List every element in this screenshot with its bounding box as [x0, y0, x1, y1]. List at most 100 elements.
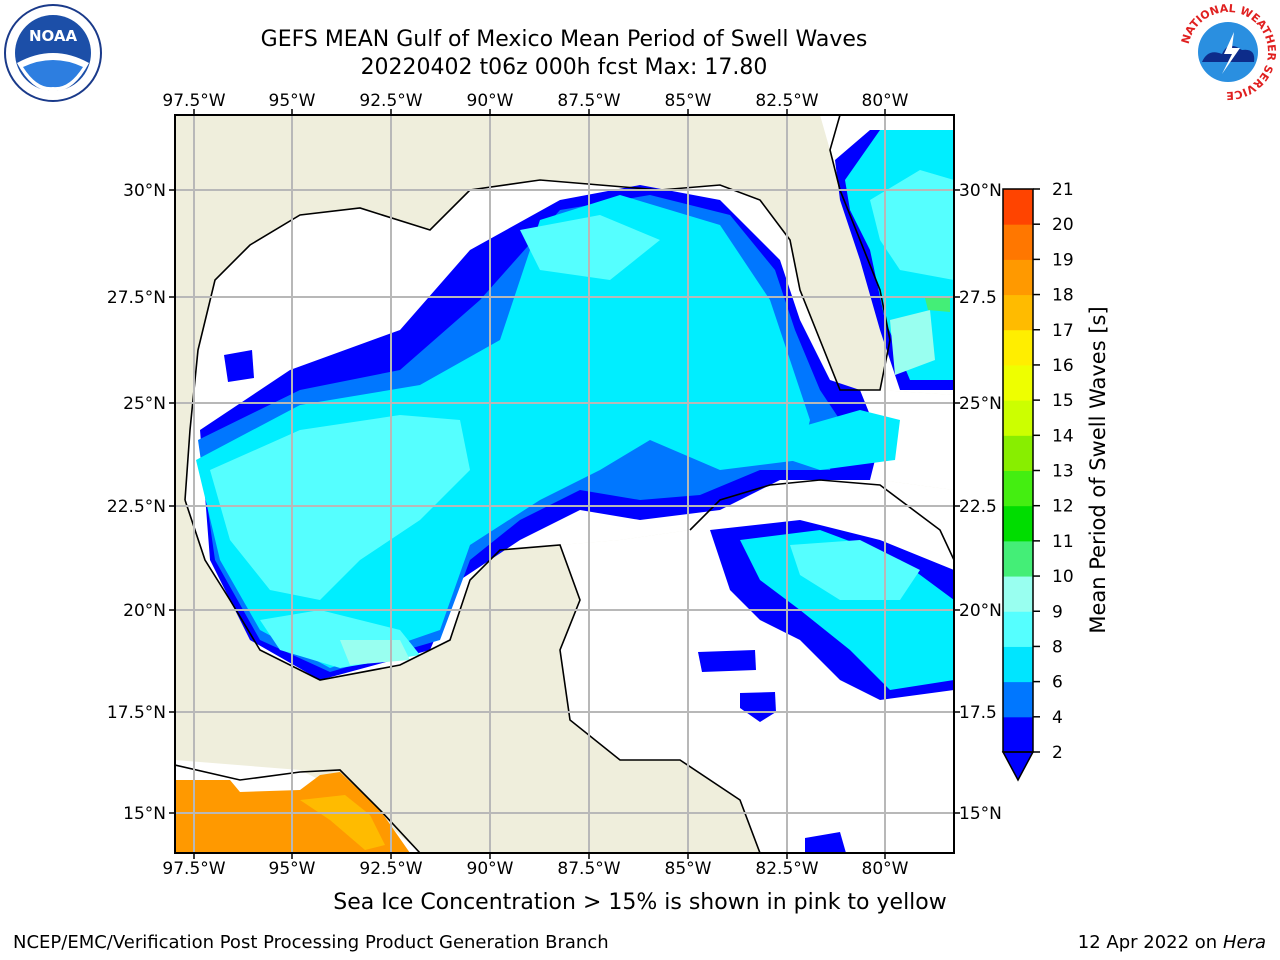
swell-dark-blue-blob — [740, 692, 776, 722]
map-subtitle: 20220402 t06z 000h fcst Max: 17.80 — [360, 55, 768, 80]
lat-label: 30°N — [959, 181, 1002, 201]
lon-label: 90°W — [467, 91, 514, 111]
swell-green-patch — [925, 298, 950, 312]
swell-light-cyan — [210, 415, 470, 600]
lat-label: 17.5°N — [107, 703, 166, 723]
colorbar-tick-label: 13 — [1052, 462, 1074, 482]
colorbar-segment — [1003, 505, 1033, 542]
colorbar-segment — [1003, 294, 1033, 331]
coastline-mexico — [184, 499, 761, 853]
colorbar-extend-arrow — [1001, 751, 1035, 782]
map-title: GEFS MEAN Gulf of Mexico Mean Period of … — [260, 27, 868, 52]
swell-dark-blue-blob3 — [224, 350, 254, 382]
colorbar: 2 4 6 8 9 10 11 12 13 14 15 16 17 18 19 20 21 Mean Perio… — [1001, 180, 1110, 782]
colorbar-tick-label: 9 — [1052, 602, 1063, 622]
colorbar-tick-label: 2 — [1052, 743, 1063, 763]
colorbar-ticks: 2 4 6 8 9 10 11 12 13 14 15 16 17 18 19 20 21 — [1033, 180, 1074, 763]
lat-labels-right: 30°N 27.5 25°N 22.5 20°N 17.5 15°N — [959, 181, 1002, 824]
swell-cyan-strait — [790, 410, 900, 470]
lon-labels-bottom: 97.5°W 95°W 92.5°W 90°W 87.5°W 85°W 82.5… — [162, 859, 908, 879]
colorbar-tick-label: 16 — [1052, 356, 1074, 376]
colorbar-tick-label: 11 — [1052, 532, 1074, 552]
nws-logo: NATIONAL WEATHER SERVICE — [1179, 2, 1278, 102]
colorbar-tick-label: 6 — [1052, 673, 1063, 693]
colorbar-tick-label: 4 — [1052, 708, 1063, 728]
colorbar-tick-label: 17 — [1052, 321, 1074, 341]
lat-label: 25°N — [959, 394, 1002, 414]
swell-dark-blue-blob2 — [698, 650, 756, 672]
lon-label: 87.5°W — [557, 91, 620, 111]
coastline-pacific — [175, 764, 421, 853]
colorbar-tick-label: 18 — [1052, 286, 1074, 306]
lon-label: 80°W — [862, 859, 909, 879]
lat-label: 27.5 — [959, 288, 997, 308]
lon-label: 92.5°W — [359, 91, 422, 111]
footer-host: Hera — [1222, 932, 1266, 953]
coastline — [184, 115, 891, 501]
map-ticks — [169, 109, 960, 859]
colorbar-segment — [1003, 716, 1033, 753]
colorbar-segment — [1003, 329, 1033, 366]
swell-light-orange — [300, 795, 385, 850]
lon-labels-top: 97.5°W 95°W 92.5°W 90°W 87.5°W 85°W 82.5… — [162, 91, 908, 111]
graticule — [175, 115, 954, 853]
lon-label: 97.5°W — [162, 859, 225, 879]
lat-label: 20°N — [959, 601, 1002, 621]
colorbar-tick-label: 8 — [1052, 637, 1063, 657]
colorbar-segment — [1003, 470, 1033, 507]
swell-pale-cyan-2 — [340, 640, 410, 665]
footer-date-text: 12 Apr 2022 on — [1077, 932, 1223, 953]
lon-label: 95°W — [269, 859, 316, 879]
lat-labels-left: 30°N 27.5°N 25°N 22.5°N 20°N 17.5°N 15°N — [107, 181, 166, 824]
lat-label: 20°N — [123, 601, 166, 621]
swell-light-cyan-carib — [790, 540, 920, 600]
colorbar-segment — [1003, 435, 1033, 471]
colorbar-segment — [1003, 576, 1033, 612]
colorbar-segments — [1003, 189, 1033, 753]
swell-light-cyan-east — [870, 170, 954, 280]
colorbar-segment — [1003, 364, 1033, 401]
colorbar-tick-label: 15 — [1052, 391, 1074, 411]
lon-label: 87.5°W — [557, 859, 620, 879]
lon-label: 92.5°W — [359, 859, 422, 879]
colorbar-tick-label: 21 — [1052, 180, 1074, 200]
lon-label: 90°W — [467, 859, 514, 879]
lat-label: 25°N — [123, 394, 166, 414]
footer-date: 12 Apr 2022 on Hera — [1078, 932, 1266, 953]
colorbar-tick-label: 14 — [1052, 426, 1074, 446]
lon-label: 82.5°W — [755, 859, 818, 879]
lat-label: 17.5 — [959, 703, 997, 723]
colorbar-segment — [1003, 611, 1033, 647]
noaa-logo: NOAA — [4, 4, 102, 102]
sea-ice-note: Sea Ice Concentration > 15% is shown in … — [333, 890, 947, 915]
colorbar-segment — [1003, 540, 1033, 577]
colorbar-tick-label: 20 — [1052, 215, 1074, 235]
map-panel: 97.5°W 95°W 92.5°W 90°W 87.5°W 85°W 82.5… — [107, 91, 1002, 879]
colorbar-label: Mean Period of Swell Waves [s] — [1086, 306, 1110, 633]
lon-label: 85°W — [665, 91, 712, 111]
noaa-logo-text: NOAA — [29, 27, 78, 45]
lon-label: 80°W — [862, 91, 909, 111]
lat-label: 30°N — [123, 181, 166, 201]
colorbar-segment — [1003, 646, 1033, 683]
colorbar-segment — [1003, 224, 1033, 260]
lat-label: 15°N — [123, 804, 166, 824]
map-frame — [174, 114, 955, 854]
colorbar-segment — [1003, 400, 1033, 436]
footer-branch: NCEP/EMC/Verification Post Processing Pr… — [13, 932, 609, 953]
colorbar-segment — [1003, 189, 1033, 225]
colorbar-segment — [1003, 259, 1033, 296]
colorbar-tick-label: 10 — [1052, 567, 1074, 587]
lon-label: 95°W — [269, 91, 316, 111]
colorbar-segment — [1003, 681, 1033, 718]
lat-label: 27.5°N — [107, 288, 166, 308]
colorbar-tick-label: 19 — [1052, 250, 1074, 270]
swell-pale-cyan — [890, 310, 935, 375]
coastline-cuba — [689, 479, 954, 561]
lat-label: 15°N — [959, 804, 1002, 824]
lon-label: 97.5°W — [162, 91, 225, 111]
lat-label: 22.5°N — [107, 497, 166, 517]
lon-label: 82.5°W — [755, 91, 818, 111]
colorbar-tick-label: 12 — [1052, 497, 1074, 517]
lat-label: 22.5 — [959, 497, 997, 517]
